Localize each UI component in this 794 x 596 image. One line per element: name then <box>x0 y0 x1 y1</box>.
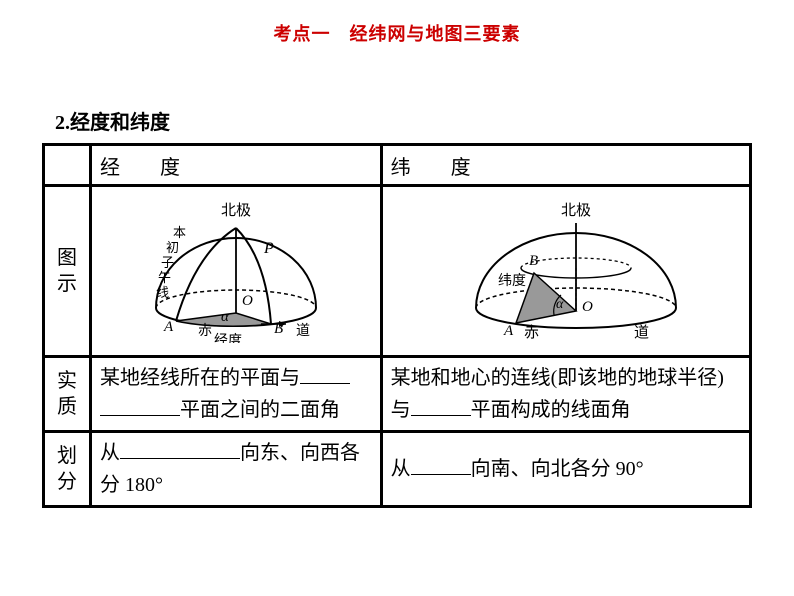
equator-char2-a: 道 <box>296 323 310 339</box>
north-pole-label-2: 北极 <box>561 202 591 219</box>
row-label-division: 划分 <box>44 432 91 507</box>
prime-meridian-char2: 初 <box>166 240 179 255</box>
header-blank-cell <box>44 145 91 186</box>
row-label-essence: 实质 <box>44 357 91 432</box>
latitude-diagram-cell: 北极 纬度 B O α A 赤 道 <box>381 186 750 357</box>
section-title: 2.经度和纬度 <box>55 106 794 135</box>
essence-lat-p2: 平面构成的线面角 <box>471 399 631 421</box>
equator-char2-b: 道 <box>634 324 649 341</box>
O-label-2: O <box>582 299 593 315</box>
row-label-diagram: 图示 <box>44 186 91 357</box>
page-title: 考点一 经纬网与地图三要素 <box>0 0 794 46</box>
prime-meridian-char3: 子 <box>161 255 174 270</box>
blank-5 <box>411 454 471 475</box>
essence-lon-p2: 平面之间的二面角 <box>180 399 340 421</box>
blank-4 <box>120 438 240 459</box>
A-label-2: A <box>503 323 514 339</box>
main-table: 经 度 纬 度 图示 北极 <box>42 143 752 508</box>
essence-latitude: 某地和地心的连线(即该地的地球半径)与平面构成的线面角 <box>381 357 750 432</box>
blank-3 <box>411 395 471 416</box>
blank-1 <box>300 363 350 384</box>
latitude-diagram: 北极 纬度 B O α A 赤 道 <box>416 193 716 343</box>
alpha-label-1: α <box>221 309 230 325</box>
longitude-diagram: 北极 本 初 子 午 线 P O α A B 赤 道 经度 <box>106 193 366 343</box>
O-label-1: O <box>242 293 253 309</box>
div-lat-p1: 从 <box>391 458 411 480</box>
longitude-axis-label: 经度 <box>214 333 242 343</box>
alpha-label-2: α <box>556 297 564 312</box>
prime-meridian-char4: 午 <box>158 270 171 285</box>
B-label-2: B <box>529 253 538 269</box>
essence-row: 实质 某地经线所在的平面与 平面之间的二面角 某地和地心的连线(即该地的地球半径… <box>44 357 751 432</box>
division-latitude: 从 向南、向北各分 90° <box>381 432 750 507</box>
A-label-1: A <box>163 319 174 335</box>
essence-lon-p1: 某地经线所在的平面与 <box>100 367 300 389</box>
div-lat-p2: 向南、向北各分 90° <box>471 458 644 480</box>
division-longitude: 从向东、向西各分 180° <box>91 432 382 507</box>
blank-2 <box>100 395 180 416</box>
longitude-diagram-cell: 北极 本 初 子 午 线 P O α A B 赤 道 经度 <box>91 186 382 357</box>
diagram-row: 图示 北极 本 初 子 <box>44 186 751 357</box>
header-latitude: 纬 度 <box>381 145 750 186</box>
equator-char1-b: 赤 <box>524 324 539 341</box>
latitude-axis-label: 纬度 <box>498 273 526 289</box>
division-row: 划分 从向东、向西各分 180° 从向南、向北各分 90° <box>44 432 751 507</box>
header-row: 经 度 纬 度 <box>44 145 751 186</box>
prime-meridian-char5: 线 <box>156 285 169 300</box>
north-pole-label: 北极 <box>221 202 251 219</box>
div-lon-p1: 从 <box>100 442 120 464</box>
equator-char1-a: 赤 <box>198 323 212 339</box>
header-longitude: 经 度 <box>91 145 382 186</box>
essence-longitude: 某地经线所在的平面与 平面之间的二面角 <box>91 357 382 432</box>
B-label-1: B <box>274 321 283 337</box>
prime-meridian-char1: 本 <box>173 225 186 240</box>
P-label: P <box>263 240 274 257</box>
